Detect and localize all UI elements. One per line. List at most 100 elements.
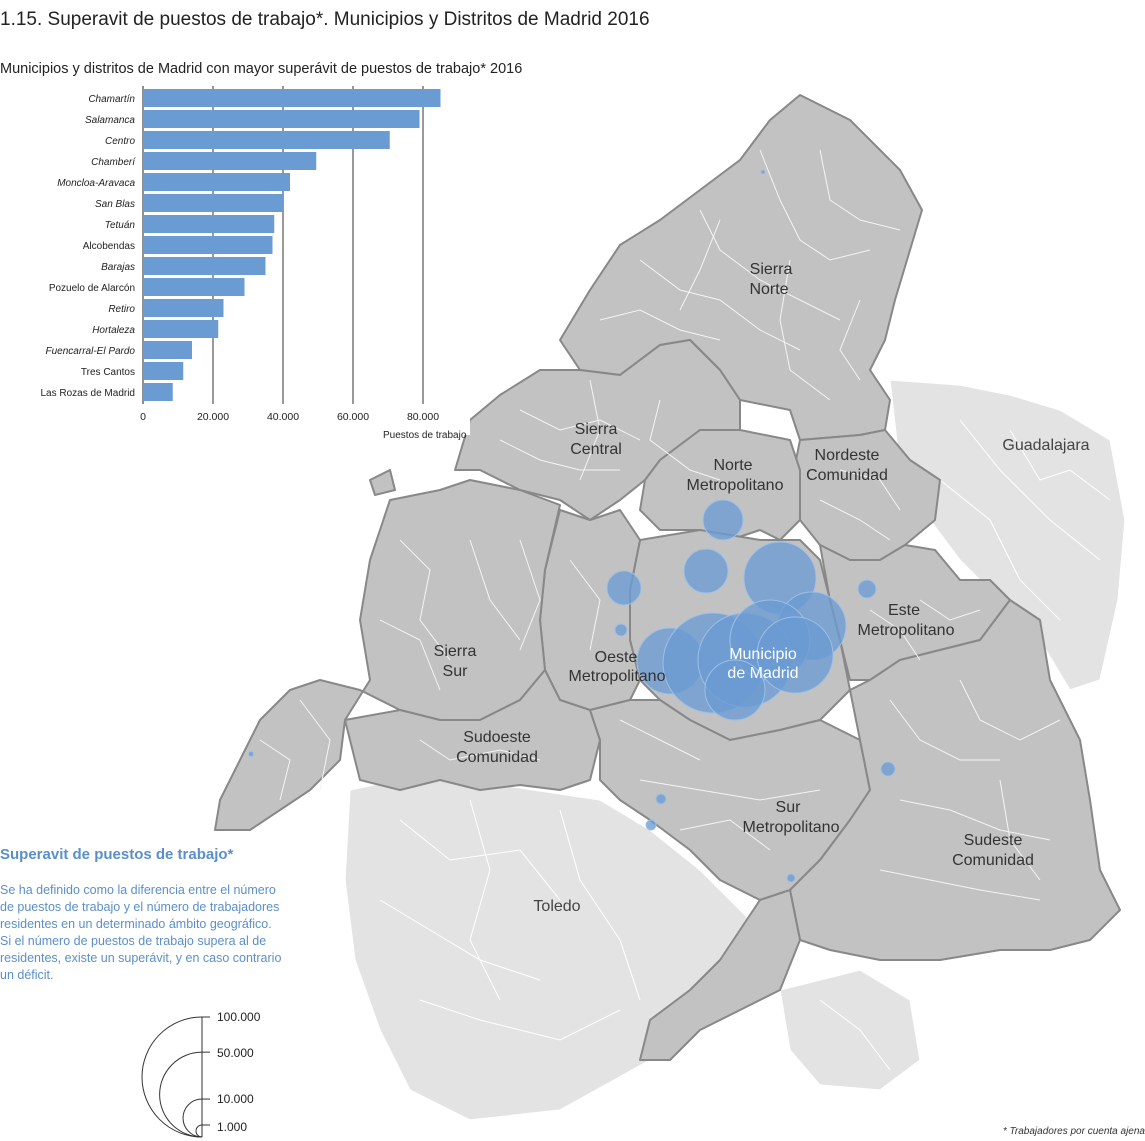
bar <box>143 89 441 107</box>
comunidad-madrid <box>214 94 1121 1061</box>
bar <box>143 215 275 233</box>
bubble <box>606 570 642 606</box>
x-tick-label: 20.000 <box>197 411 229 423</box>
tick-labels: 0 20.000 40.000 60.000 80.000 <box>140 411 439 423</box>
category-label: Retiro <box>108 304 135 315</box>
bubble <box>756 616 834 694</box>
category-label: Salamanca <box>85 115 135 126</box>
label-sierra-sur-2: Sur <box>443 663 469 680</box>
category-label: Fuencarral-El Pardo <box>46 346 136 357</box>
cuenca-area <box>779 969 921 1091</box>
bubble <box>704 659 766 721</box>
label-nordeste-1: Nordeste <box>815 447 880 464</box>
bubble <box>683 548 729 594</box>
label-sur-metro-2: Metropolitano <box>743 819 840 836</box>
legend-label: 50.000 <box>217 1046 254 1060</box>
size-legend: 100.000 50.000 10.000 1.000 <box>141 1010 261 1138</box>
region-norte-metro <box>639 429 801 541</box>
legend-label: 1.000 <box>217 1120 247 1134</box>
bar-layer <box>143 89 441 401</box>
category-label: Tetuán <box>105 220 136 231</box>
legend-circle <box>182 1098 203 1138</box>
bar-chart: Chamartín Salamanca Centro Chamberí Moncloa-… <box>0 85 470 441</box>
bubble <box>880 761 896 777</box>
bar <box>143 173 290 191</box>
bubbles <box>248 169 896 883</box>
label-guadalajara: Guadalajara <box>1002 437 1089 454</box>
bar <box>143 236 273 254</box>
label-este-metro-2: Metropolitano <box>858 622 955 639</box>
bubble <box>655 793 667 805</box>
label-sudeste-1: Sudeste <box>964 832 1023 849</box>
category-label: Chamberí <box>91 157 136 168</box>
bar <box>143 131 390 149</box>
label-nordeste-2: Comunidad <box>806 467 888 484</box>
bubble <box>760 169 766 175</box>
category-label: Moncloa-Aravaca <box>57 178 135 189</box>
category-label: Tres Cantos <box>81 367 135 378</box>
label-sur-metro-1: Sur <box>776 799 802 816</box>
label-madrid-2: de Madrid <box>727 665 798 682</box>
bar <box>143 152 317 170</box>
label-norte-metro-1: Norte <box>713 457 752 474</box>
madrid-label: Municipio de Madrid Oeste Metropolitano <box>569 646 799 685</box>
label-este-metro-1: Este <box>888 602 920 619</box>
bar <box>143 257 266 275</box>
bar <box>143 278 245 296</box>
category-label: Centro <box>105 136 135 147</box>
category-label: Las Rozas de Madrid <box>41 388 136 399</box>
category-label: Pozuelo de Alarcón <box>49 283 135 294</box>
bar <box>143 299 224 317</box>
label-sierra-central-1: Sierra <box>575 421 618 438</box>
bar <box>143 362 184 380</box>
label-toledo: Toledo <box>533 898 580 915</box>
bubble <box>702 499 744 541</box>
category-label: Alcobendas <box>83 241 135 252</box>
label-sierra-central-2: Central <box>570 441 622 458</box>
region-sudeste <box>789 599 1121 961</box>
region-north-peninsula <box>369 469 396 496</box>
region-sierra-norte <box>559 94 923 441</box>
legend-circle <box>141 1016 203 1138</box>
x-tick-label: 0 <box>140 411 146 423</box>
bubble <box>786 873 796 883</box>
legend-circle <box>195 1124 203 1138</box>
category-labels: Chamartín Salamanca Centro Chamberí Moncloa-… <box>41 94 137 399</box>
footnote: * Trabajadores por cuenta ajena <box>1002 1126 1145 1137</box>
bar <box>143 341 192 359</box>
category-label: Barajas <box>101 262 135 273</box>
bubble <box>857 579 877 599</box>
bubble <box>248 751 254 757</box>
category-label: Hortaleza <box>92 325 135 336</box>
bar <box>143 320 219 338</box>
page-title: 1.15. Superavit de puestos de trabajo*. … <box>0 9 650 30</box>
bar <box>143 194 283 212</box>
bar <box>143 110 420 128</box>
label-oeste-metro-1: Oeste <box>595 649 638 666</box>
region-labels: Sierra Norte Sierra Central Nordeste Com… <box>434 261 1090 915</box>
note-text: Se ha definido como la diferencia entre … <box>0 883 282 982</box>
x-tick-label: 40.000 <box>267 411 299 423</box>
legend-label: 100.000 <box>217 1010 261 1024</box>
region-sierra-sur <box>214 479 561 831</box>
bubble <box>614 623 628 637</box>
category-label: San Blas <box>95 199 135 210</box>
guadalajara-area <box>889 379 1126 691</box>
label-sudoeste-2: Comunidad <box>456 749 538 766</box>
region-sur-tail <box>639 889 801 1061</box>
legend-label: 10.000 <box>217 1092 254 1106</box>
bubble <box>645 819 657 831</box>
label-sierra-sur-1: Sierra <box>434 643 477 660</box>
note-title: Superavit de puestos de trabajo* <box>0 846 234 863</box>
category-label: Chamartín <box>88 94 135 105</box>
x-tick-label: 60.000 <box>337 411 369 423</box>
label-oeste-metro-2: Metropolitano <box>569 668 666 685</box>
x-axis-title: Puestos de trabajo <box>383 430 467 441</box>
label-sudeste-2: Comunidad <box>952 852 1034 869</box>
label-madrid-1: Municipio <box>729 646 797 663</box>
label-sudoeste-1: Sudoeste <box>463 729 531 746</box>
label-sierra-norte-2: Norte <box>749 281 788 298</box>
municipal-boundaries <box>259 149 1061 901</box>
x-tick-label: 80.000 <box>407 411 439 423</box>
